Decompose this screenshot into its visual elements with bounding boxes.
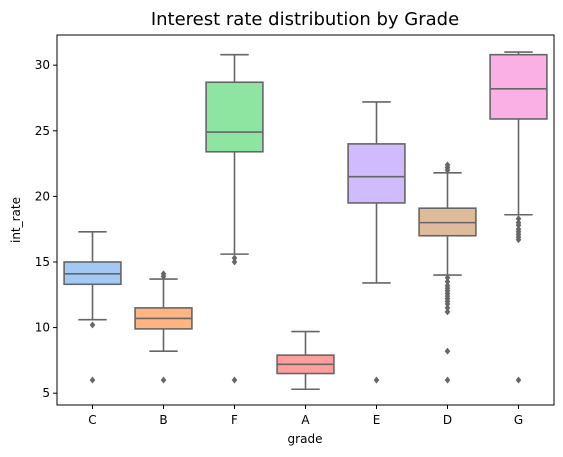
box-group-a (276, 330, 335, 391)
x-tick-label-f: F (231, 413, 238, 427)
x-tick-label-d: D (443, 413, 452, 427)
box-group-d (418, 161, 477, 384)
outlier-point (444, 347, 451, 355)
chart-title: Interest rate distribution by Grade (151, 9, 459, 30)
box-e (347, 143, 406, 204)
y-axis: 5 10 15 20 25 30 (35, 58, 57, 400)
x-tick-label-g: G (514, 413, 523, 427)
outlier-point (160, 272, 167, 281)
box-group-e (347, 101, 406, 384)
box-group-c (63, 231, 122, 384)
outlier-point (231, 376, 238, 384)
y-tick-label: 10 (35, 321, 50, 335)
box-group-f (205, 53, 264, 384)
outlier-point (89, 376, 96, 384)
outlier-point (373, 376, 380, 384)
x-tick-label-e: E (373, 413, 381, 427)
outlier-point (444, 308, 451, 316)
outlier-point (444, 376, 451, 384)
box-group-b (134, 270, 193, 384)
x-tick-label-a: A (301, 413, 310, 427)
outlier-point (515, 376, 522, 384)
plot-frame (56, 34, 555, 406)
outlier-point (231, 258, 238, 266)
x-tick-label-c: C (88, 413, 96, 427)
plot-area (63, 51, 548, 391)
box-f (205, 81, 264, 153)
y-tick-label: 25 (35, 124, 50, 138)
y-tick-label: 30 (35, 58, 50, 72)
x-tick-label-b: B (159, 413, 167, 427)
outlier-point (160, 376, 167, 384)
box-group-g (489, 51, 548, 384)
y-tick-label: 5 (42, 386, 50, 400)
box-g (489, 53, 548, 120)
outlier-point (515, 236, 522, 244)
outlier-point (444, 166, 451, 174)
x-axis-label: grade (288, 432, 323, 446)
y-tick-label: 20 (35, 189, 50, 203)
y-tick-label: 15 (35, 255, 50, 269)
y-axis-label: int_rate (9, 197, 23, 243)
outlier-point (89, 321, 96, 329)
